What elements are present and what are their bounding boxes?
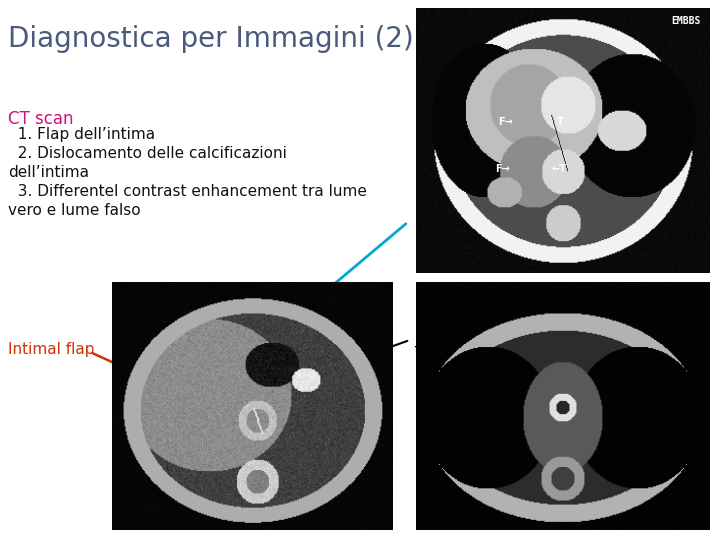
Text: T: T [557, 117, 564, 126]
Text: Diagnostica per Immagini (2): Diagnostica per Immagini (2) [8, 25, 414, 53]
Text: CT scan: CT scan [8, 110, 73, 128]
Text: dell’intima: dell’intima [8, 165, 89, 180]
Text: F→: F→ [495, 164, 510, 174]
Text: EMBBS: EMBBS [672, 16, 701, 26]
Text: 1. Flap dell’intima: 1. Flap dell’intima [8, 127, 155, 142]
Text: vero e lume falso: vero e lume falso [8, 203, 140, 218]
Text: T: T [415, 345, 426, 363]
Text: 2. Dislocamento delle calcificazioni: 2. Dislocamento delle calcificazioni [8, 146, 287, 161]
Text: ←T: ←T [552, 164, 566, 174]
Text: Intimal flap: Intimal flap [8, 342, 94, 357]
Text: F: F [415, 220, 425, 238]
Text: 3. Differentel contrast enhancement tra lume: 3. Differentel contrast enhancement tra … [8, 184, 367, 199]
Text: F→: F→ [498, 117, 513, 126]
